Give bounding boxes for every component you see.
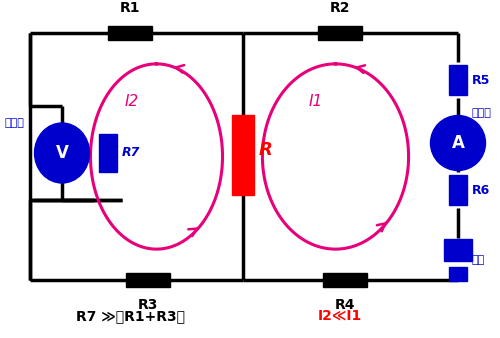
Bar xyxy=(323,273,367,287)
Text: I2: I2 xyxy=(124,94,138,109)
Text: 電池: 電池 xyxy=(472,255,485,265)
Bar xyxy=(126,273,170,287)
Bar xyxy=(99,134,117,172)
Text: R7 ≫（R1+R3）: R7 ≫（R1+R3） xyxy=(76,309,184,323)
Bar xyxy=(232,115,254,195)
Text: V: V xyxy=(56,144,68,162)
Text: R4: R4 xyxy=(335,298,355,312)
Bar xyxy=(449,65,467,95)
Text: 電圧計: 電圧計 xyxy=(4,118,24,128)
Text: R2: R2 xyxy=(330,1,350,15)
Bar xyxy=(444,239,472,261)
Text: I1: I1 xyxy=(308,94,322,109)
Text: A: A xyxy=(452,134,464,152)
Text: R: R xyxy=(259,141,273,159)
Bar xyxy=(108,26,152,40)
Bar xyxy=(449,175,467,205)
Bar xyxy=(449,267,467,281)
Ellipse shape xyxy=(430,116,486,170)
Ellipse shape xyxy=(34,123,90,183)
Text: R5: R5 xyxy=(472,73,490,87)
Text: I2≪I1: I2≪I1 xyxy=(318,309,362,323)
Text: R3: R3 xyxy=(138,298,158,312)
Text: R1: R1 xyxy=(120,1,140,15)
Bar xyxy=(318,26,362,40)
Text: R6: R6 xyxy=(472,184,490,196)
Text: 電流計: 電流計 xyxy=(472,108,492,118)
Text: R7: R7 xyxy=(122,146,141,160)
